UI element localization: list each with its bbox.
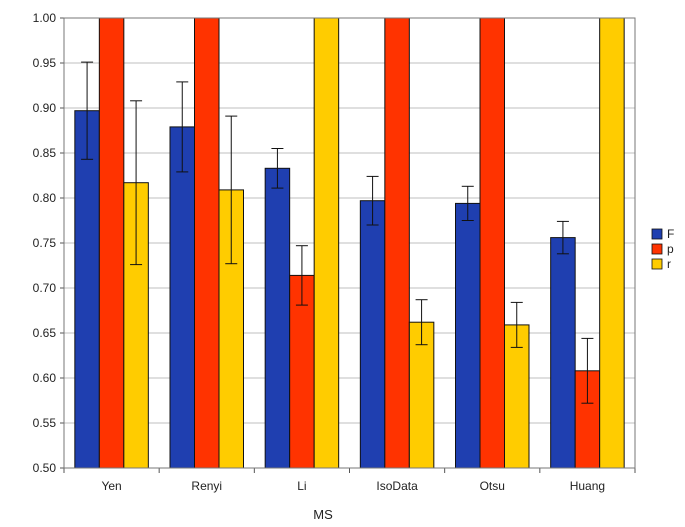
x-tick-label: Yen <box>101 479 121 493</box>
y-tick-label: 0.95 <box>33 56 57 70</box>
plot-frame <box>63 17 636 469</box>
legend-swatch-F <box>651 228 663 240</box>
x-tick-label: Huang <box>570 479 605 493</box>
legend-label: r <box>667 257 671 271</box>
x-tick-label: Li <box>297 479 306 493</box>
bar-p-Renyi <box>194 17 220 469</box>
x-axis-title: MS <box>313 507 333 522</box>
legend-label: p <box>667 242 674 256</box>
y-tick-label: 0.60 <box>33 371 57 385</box>
bar-r-Otsu <box>504 324 530 469</box>
error-bars <box>81 61 594 404</box>
bar-F-Li <box>264 167 291 469</box>
bar-r-IsoData <box>408 321 435 469</box>
legend-swatch-r <box>651 258 663 270</box>
bar-r-Li <box>313 17 340 469</box>
legend: Fpr <box>651 227 674 271</box>
bar-p-Yen <box>98 17 125 469</box>
bars <box>74 17 625 469</box>
bar-F-Yen <box>74 110 100 469</box>
bar-F-IsoData <box>359 200 386 469</box>
y-tick-label: 0.75 <box>33 236 57 250</box>
y-tick-label: 0.50 <box>33 461 57 475</box>
bar-p-IsoData <box>384 17 410 469</box>
legend-swatch-p <box>651 243 663 255</box>
bar-r-Huang <box>599 17 625 469</box>
y-tick-label: 0.55 <box>33 416 57 430</box>
x-tick-label: Renyi <box>191 479 222 493</box>
y-tick-label: 0.80 <box>33 191 57 205</box>
x-tick-label: Otsu <box>480 479 505 493</box>
y-tick-label: 0.65 <box>33 326 57 340</box>
bar-F-Renyi <box>169 126 195 469</box>
y-tick-label: 0.85 <box>33 146 57 160</box>
y-tick-label: 1.00 <box>33 11 57 25</box>
bar-F-Otsu <box>455 202 481 469</box>
grid <box>64 17 635 469</box>
bar-p-Otsu <box>479 17 505 469</box>
y-tick-label: 0.90 <box>33 101 57 115</box>
axes: 0.50 0.55 0.60 0.65 0.70 0.75 0.80 0.85 0.90 0.95… <box>33 11 636 493</box>
y-tick-label: 0.70 <box>33 281 57 295</box>
x-tick-label: IsoData <box>376 479 418 493</box>
legend-label: F <box>667 227 674 241</box>
bar-F-Huang <box>550 237 576 469</box>
